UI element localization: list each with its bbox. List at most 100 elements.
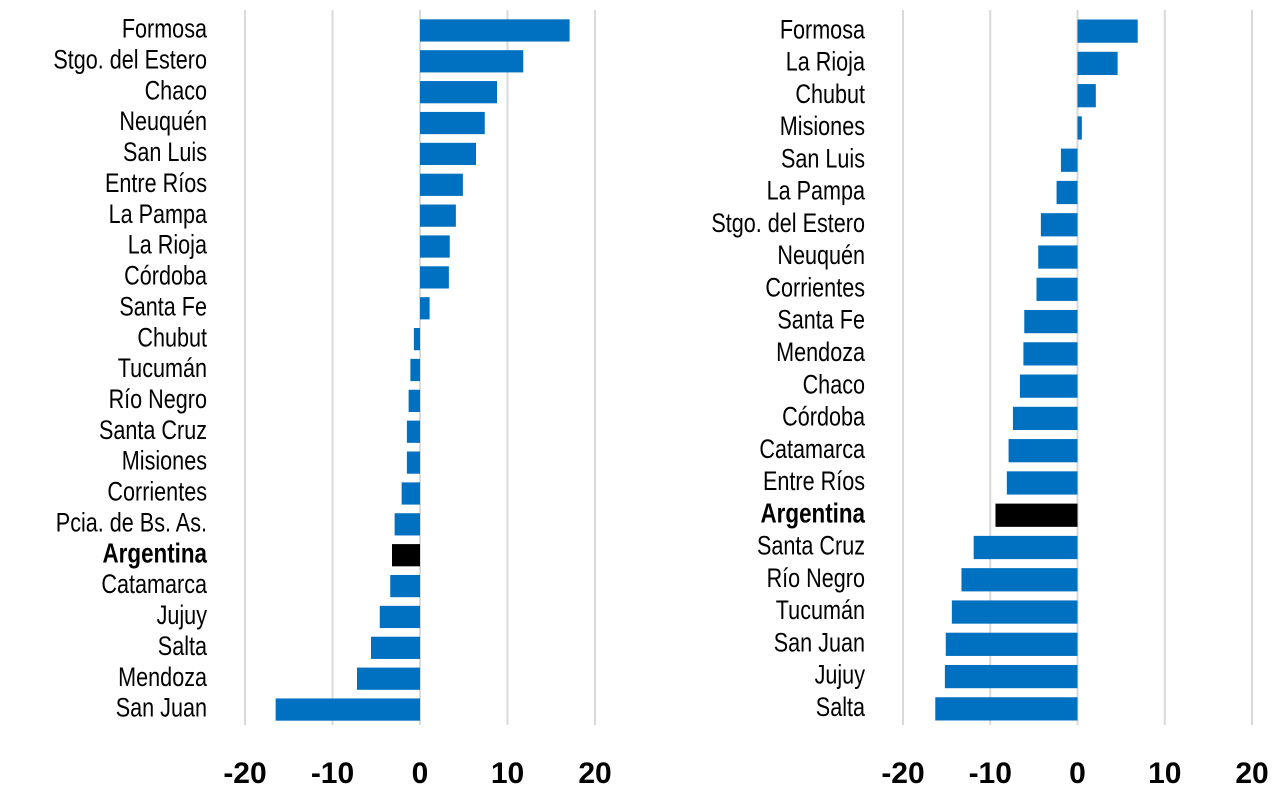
y-tick-label: La Pampa — [109, 200, 208, 230]
y-tick-label: Argentina — [761, 498, 866, 529]
y-tick-label: Santa Cruz — [757, 531, 865, 561]
x-tick-label: -10 — [969, 757, 1012, 789]
y-tick-label: Chaco — [145, 76, 207, 106]
y-tick-label: San Luis — [123, 138, 207, 168]
x-tick-label: 20 — [1235, 757, 1268, 789]
y-tick-label: Entre Ríos — [105, 169, 207, 199]
y-tick-label: La Rioja — [786, 47, 866, 77]
x-tick-label: -20 — [223, 757, 266, 789]
x-tick-label: -10 — [311, 757, 354, 789]
y-tick-label: San Juan — [774, 628, 865, 658]
y-tick-label: Salta — [158, 632, 208, 662]
bar — [1024, 309, 1078, 334]
bar — [1012, 406, 1078, 431]
bar — [935, 697, 1078, 721]
bar — [1077, 116, 1082, 140]
bar — [945, 632, 1078, 656]
y-tick-label: Chubut — [137, 323, 207, 353]
y-tick-label: Río Negro — [109, 385, 207, 415]
bar — [401, 482, 420, 505]
y-tick-label: Tucumán — [118, 354, 207, 384]
bar — [1060, 148, 1078, 172]
bar — [420, 173, 463, 196]
bar — [420, 297, 430, 320]
bar — [357, 667, 420, 690]
bar — [379, 605, 420, 629]
x-tick-label: 10 — [1148, 757, 1181, 789]
x-tick-label: 10 — [491, 757, 524, 789]
bar — [1077, 51, 1118, 76]
y-tick-label: Mendoza — [776, 338, 865, 368]
y-tick-label: Santa Fe — [777, 306, 865, 336]
y-tick-label: Tucumán — [776, 596, 865, 626]
y-tick-label: Catamarca — [759, 435, 865, 465]
x-tick-label: 0 — [412, 757, 429, 789]
bar — [394, 513, 420, 536]
y-tick-label: San Juan — [116, 694, 207, 724]
y-tick-label: Chaco — [803, 370, 865, 400]
y-tick-label: Formosa — [122, 14, 208, 44]
bar — [1077, 19, 1138, 43]
bar — [420, 204, 456, 227]
x-tick-label: 20 — [578, 757, 611, 789]
y-tick-label: Catamarca — [101, 570, 207, 600]
y-tick-label: La Pampa — [767, 176, 866, 206]
y-tick-label: Mendoza — [118, 663, 207, 693]
y-tick-label: Santa Fe — [119, 292, 207, 322]
bar — [1036, 277, 1078, 301]
bar — [961, 568, 1078, 592]
y-tick-label: Pcia. de Bs. As. — [56, 508, 207, 538]
y-tick-label: Córdoba — [782, 402, 865, 432]
y-tick-label: Neuquén — [777, 241, 865, 271]
y-tick-label: Corrientes — [107, 477, 207, 507]
bar — [1040, 213, 1078, 237]
bar — [944, 664, 1078, 689]
bar — [1077, 84, 1096, 108]
y-tick-label: Jujuy — [157, 601, 208, 631]
y-tick-label: La Rioja — [128, 230, 208, 260]
bar — [406, 420, 420, 443]
y-tick-label: Río Negro — [767, 564, 865, 594]
x-tick-label: -20 — [881, 757, 924, 789]
bar — [995, 503, 1078, 527]
x-tick-label: 0 — [1069, 757, 1086, 789]
bar — [420, 142, 476, 166]
y-tick-label: Misiones — [780, 112, 865, 142]
bar — [420, 50, 524, 73]
bar — [1008, 439, 1078, 463]
y-tick-label: San Luis — [781, 144, 865, 174]
bar — [413, 328, 420, 351]
bar — [410, 358, 420, 382]
bar — [371, 636, 420, 659]
bar — [420, 266, 449, 289]
bar — [420, 235, 450, 258]
y-tick-label: Salta — [816, 693, 866, 723]
y-tick-label: Santa Cruz — [99, 416, 207, 446]
y-tick-label: Misiones — [122, 447, 207, 477]
y-tick-label: Córdoba — [124, 261, 207, 291]
bar — [390, 574, 420, 598]
bar — [951, 600, 1078, 624]
bar — [392, 544, 420, 567]
y-tick-label: Stgo. del Estero — [53, 45, 207, 75]
bar — [406, 451, 420, 474]
y-tick-label: Corrientes — [765, 273, 865, 303]
y-tick-label: Formosa — [780, 15, 866, 45]
bar — [420, 19, 570, 42]
bar — [1056, 180, 1078, 205]
bar — [408, 389, 420, 412]
bar — [1023, 342, 1078, 366]
y-tick-label: Argentina — [103, 538, 208, 569]
y-tick-label: Jujuy — [815, 661, 866, 691]
bar — [1019, 374, 1078, 398]
y-tick-label: Chubut — [795, 80, 865, 110]
bar — [1006, 471, 1078, 495]
bar — [275, 698, 420, 721]
bar — [420, 81, 497, 104]
y-tick-label: Neuquén — [119, 107, 207, 137]
bar — [973, 535, 1078, 560]
y-tick-label: Stgo. del Estero — [711, 209, 865, 239]
